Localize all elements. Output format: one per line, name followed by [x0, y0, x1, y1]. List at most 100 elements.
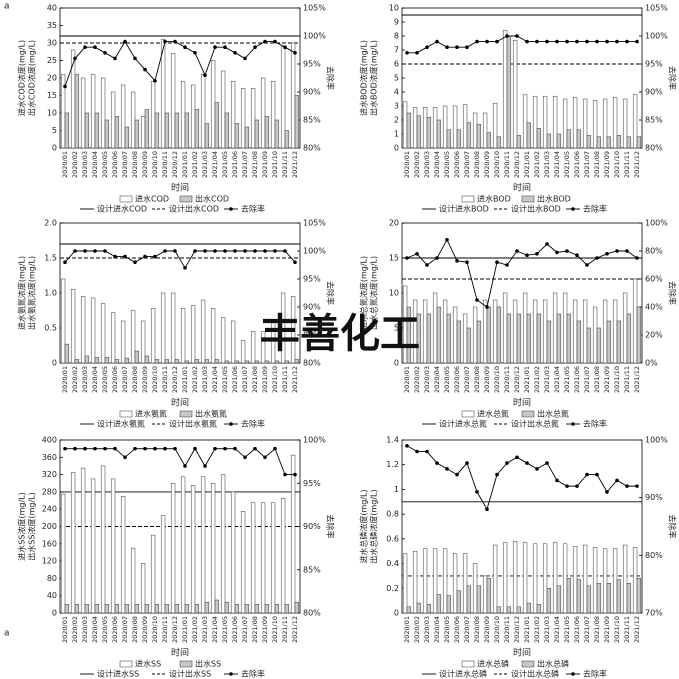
bar: [476, 123, 482, 149]
x-tick-label: 2020/05: [443, 366, 451, 393]
x-tick-label: 2020/07: [121, 366, 129, 393]
bar: [422, 107, 428, 149]
bar: [426, 313, 432, 364]
x-tick-label: 2021/09: [261, 151, 269, 178]
y-tick-label: 80: [47, 574, 57, 583]
removal-point: [173, 249, 177, 253]
bar: [502, 542, 508, 614]
bar: [274, 119, 280, 149]
bar: [496, 606, 502, 614]
y-tick-label: 30: [47, 39, 57, 48]
bar: [622, 292, 628, 364]
legend-label: 设计出水COD: [169, 204, 219, 214]
x-tick-label: 2021/02: [533, 616, 541, 643]
bar: [406, 606, 412, 614]
removal-point: [625, 249, 629, 253]
x-tick-label: 2020/03: [423, 366, 431, 393]
legend-label: 设计进水氨氮: [97, 419, 145, 429]
removal-point: [143, 254, 147, 259]
bar: [224, 360, 230, 364]
x-tick-label: 2020/12: [513, 366, 521, 393]
legend-swatch: [571, 207, 575, 211]
bar: [200, 299, 206, 364]
x-tick-label: 2021/02: [533, 151, 541, 178]
removal-point: [475, 39, 479, 44]
bar: [274, 360, 280, 364]
x-axis-label: 时间: [171, 647, 189, 659]
y2-tick-label: 105%: [303, 4, 326, 13]
removal-line: [65, 447, 295, 476]
x-tick-label: 2020/01: [403, 151, 411, 178]
bar: [582, 299, 588, 364]
removal-point: [485, 507, 489, 512]
removal-point: [163, 39, 167, 44]
x-tick-label: 2021/09: [261, 616, 269, 643]
bar: [636, 578, 642, 614]
bar: [74, 604, 80, 614]
y2-tick-label: 80%: [645, 247, 663, 256]
removal-point: [273, 39, 277, 44]
removal-point: [565, 249, 569, 253]
bar: [562, 292, 568, 364]
x-tick-label: 2021/09: [603, 366, 611, 393]
y2-tick-label: 90%: [303, 522, 321, 531]
x-tick-label: 2020/01: [61, 366, 69, 393]
y-tick-label: 280: [42, 487, 57, 496]
removal-point: [143, 446, 147, 451]
bar: [536, 128, 542, 149]
bar: [636, 136, 642, 149]
bar: [244, 126, 250, 149]
removal-point: [293, 472, 297, 477]
bar: [612, 97, 618, 149]
x-tick-label: 2021/07: [583, 616, 591, 643]
x-tick-label: 2020/03: [81, 151, 89, 178]
y-tick-label: 6: [394, 60, 399, 69]
bar: [80, 77, 86, 149]
bar: [496, 306, 502, 364]
bar: [284, 360, 290, 364]
bar: [154, 112, 160, 149]
bar: [546, 320, 552, 364]
bar: [250, 331, 256, 364]
removal-point: [615, 478, 619, 483]
bar: [194, 109, 200, 149]
bar: [90, 297, 96, 364]
removal-point: [495, 472, 499, 477]
bar: [270, 320, 276, 364]
removal-point: [435, 39, 439, 44]
bar: [516, 135, 522, 149]
y-tick-label: 20: [389, 219, 399, 228]
x-tick-label: 2021/09: [261, 366, 269, 393]
removal-point: [273, 249, 277, 253]
removal-point: [173, 39, 177, 44]
y-tick-label: 0.2: [386, 584, 399, 593]
removal-point: [203, 249, 207, 253]
x-tick-label: 2021/09: [603, 616, 611, 643]
bar: [60, 278, 66, 364]
bar: [422, 299, 428, 364]
removal-point: [425, 263, 429, 267]
bar: [452, 306, 458, 364]
x-tick-label: 2020/06: [111, 366, 119, 393]
y-axis-label: 进水氨氮浓度(mg/L): [17, 256, 27, 330]
removal-point: [505, 263, 509, 267]
legend-label: 设计出水氨氮: [169, 419, 217, 429]
y-tick-label: 25: [47, 56, 57, 65]
bar: [412, 107, 418, 149]
bar: [274, 604, 280, 614]
bar: [234, 604, 240, 614]
removal-point: [405, 256, 409, 260]
x-tick-label: 2021/03: [201, 616, 209, 643]
bar: [522, 292, 528, 364]
y-tick-label: 10: [389, 4, 399, 13]
x-axis-label: 时间: [513, 397, 531, 409]
x-tick-label: 2021/02: [191, 616, 199, 643]
x-tick-label: 2021/03: [201, 151, 209, 178]
removal-point: [283, 45, 287, 49]
y2-tick-label: 100%: [303, 32, 326, 41]
x-tick-label: 2021/10: [613, 366, 621, 393]
y2-tick-label: 105%: [645, 4, 668, 13]
bar: [64, 604, 70, 614]
bar: [496, 136, 502, 149]
legend-swatch: [461, 660, 475, 668]
